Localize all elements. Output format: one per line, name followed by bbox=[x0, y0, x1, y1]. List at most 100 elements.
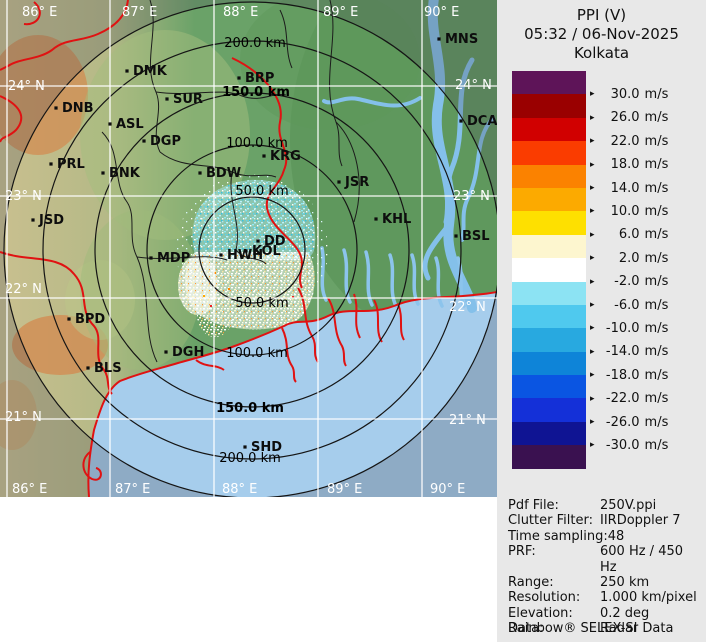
station-marker bbox=[198, 171, 202, 175]
station-marker bbox=[125, 69, 129, 73]
tick-value: 2.0 bbox=[618, 250, 640, 266]
tick-unit: m/s bbox=[644, 133, 669, 149]
radar-map-canvas: 200.0 km 150.0 km 100.0 km 50.0 km 50.0 km 10… bbox=[0, 0, 497, 497]
range-ring-label: 200.0 km bbox=[219, 451, 281, 466]
station-marker bbox=[31, 218, 35, 222]
tick-arrow-icon: ▸ bbox=[590, 253, 595, 264]
parameter-value: 600 Hz / 450 Hz bbox=[600, 544, 684, 575]
latitude-label: 24° N bbox=[455, 78, 492, 93]
parameter-row: PRF: 600 Hz / 450 Hz bbox=[508, 544, 702, 575]
legend-band bbox=[512, 351, 586, 376]
station-marker bbox=[164, 350, 168, 354]
legend-band bbox=[512, 117, 586, 142]
station-label: BSL bbox=[462, 229, 490, 244]
velocity-color-legend: ▸ 30.0 m/s ▸ 26.0 m/s ▸ 22.0 m/s ▸ 18.0 m/s ▸ 14.0 m/s… bbox=[497, 71, 706, 471]
range-ring-label: 150.0 km bbox=[222, 85, 290, 100]
legend-color-bar bbox=[512, 71, 586, 469]
tick-unit: m/s bbox=[644, 110, 669, 126]
tick-value: 10.0 bbox=[610, 203, 640, 219]
graticule bbox=[0, 0, 497, 497]
parameter-label: Range: bbox=[508, 575, 554, 591]
tick-unit: m/s bbox=[644, 414, 669, 430]
range-ring-label: 150.0 km bbox=[216, 401, 284, 416]
tick-value: -10.0 bbox=[605, 320, 640, 336]
scan-datetime: 05:32 / 06-Nov-2025 bbox=[524, 25, 679, 43]
legend-band bbox=[512, 71, 586, 95]
legend-tick: ▸ 2.0 m/s bbox=[590, 250, 668, 266]
station-marker bbox=[256, 239, 260, 243]
legend-band bbox=[512, 375, 586, 399]
legend-tick: ▸ -22.0 m/s bbox=[590, 391, 668, 407]
longitude-label: 87° E bbox=[122, 5, 157, 20]
station-label: BDW bbox=[206, 166, 241, 181]
latitude-label: 22° N bbox=[5, 282, 42, 297]
station-marker bbox=[262, 154, 266, 158]
tick-value: 6.0 bbox=[618, 227, 640, 243]
legend-tick: ▸ 22.0 m/s bbox=[590, 133, 668, 149]
latitude-label: 22° N bbox=[449, 300, 486, 315]
legend-tick: ▸ -18.0 m/s bbox=[590, 367, 668, 383]
parameter-value: 250V.ppi bbox=[600, 498, 657, 513]
range-rings bbox=[3, 1, 497, 497]
longitude-label: 90° E bbox=[424, 5, 459, 20]
parameter-row: Range: 250 km bbox=[508, 575, 702, 590]
legend-tick: ▸ 30.0 m/s bbox=[590, 86, 668, 102]
legend-band bbox=[512, 421, 586, 446]
tick-arrow-icon: ▸ bbox=[590, 440, 595, 451]
range-ring-label: 200.0 km bbox=[224, 36, 286, 51]
tick-unit: m/s bbox=[644, 344, 669, 360]
radar-station-name: Kolkata bbox=[573, 44, 630, 62]
tick-arrow-icon: ▸ bbox=[590, 136, 595, 147]
tick-arrow-icon: ▸ bbox=[590, 159, 595, 170]
legend-band bbox=[512, 211, 586, 235]
tick-arrow-icon: ▸ bbox=[590, 206, 595, 217]
station-marker bbox=[86, 366, 90, 370]
station-label: MDP bbox=[157, 251, 190, 266]
legend-band bbox=[512, 445, 586, 469]
parameter-row: Data: Radar Data bbox=[508, 621, 702, 636]
station-marker bbox=[54, 106, 58, 110]
longitude-label: 89° E bbox=[327, 482, 362, 497]
station-marker bbox=[101, 171, 105, 175]
station-label: BNK bbox=[109, 166, 141, 181]
range-ring bbox=[42, 40, 462, 460]
station-label: DGH bbox=[172, 345, 204, 360]
legend-tick: ▸ -30.0 m/s bbox=[590, 437, 668, 453]
sea-bay-of-bengal bbox=[88, 292, 497, 497]
legend-band bbox=[512, 304, 586, 329]
longitude-label: 88° E bbox=[222, 482, 257, 497]
legend-band bbox=[512, 187, 586, 212]
tick-arrow-icon: ▸ bbox=[590, 370, 595, 381]
tick-arrow-icon: ▸ bbox=[590, 323, 595, 334]
legend-band bbox=[512, 94, 586, 118]
tick-arrow-icon: ▸ bbox=[590, 300, 595, 310]
station-marker bbox=[149, 256, 153, 260]
legend-tick: ▸ -26.0 m/s bbox=[590, 414, 668, 430]
station-marker bbox=[142, 139, 146, 143]
tick-value: 30.0 bbox=[610, 86, 640, 102]
software-branding: Rainbow® SELEX-SI bbox=[508, 621, 638, 636]
parameter-label: Time sampling: bbox=[508, 528, 608, 544]
tick-arrow-icon: ▸ bbox=[590, 112, 595, 123]
longitude-label: 90° E bbox=[430, 482, 465, 497]
tick-unit: m/s bbox=[644, 367, 669, 383]
tick-value: -26.0 bbox=[605, 414, 640, 430]
latitude-label: 21° N bbox=[449, 413, 486, 428]
station-label: DGP bbox=[150, 134, 181, 149]
legend-tick: ▸ -10.0 m/s bbox=[590, 320, 668, 336]
tick-unit: m/s bbox=[644, 180, 669, 196]
tick-value: -18.0 bbox=[605, 367, 640, 383]
legend-band bbox=[512, 258, 586, 282]
tick-unit: m/s bbox=[644, 227, 669, 243]
out-of-range-overlay bbox=[0, 0, 497, 497]
tick-unit: m/s bbox=[644, 157, 669, 173]
district-boundaries bbox=[101, 0, 360, 363]
map-labels: 200.0 km 150.0 km 100.0 km 50.0 km 50.0 km 10… bbox=[5, 5, 497, 497]
tick-unit: m/s bbox=[644, 250, 669, 266]
tick-value: -14.0 bbox=[605, 344, 640, 360]
radar-ppi-map: 200.0 km 150.0 km 100.0 km 50.0 km 50.0 km 10… bbox=[0, 0, 497, 497]
parameter-row: Time sampling: 48 bbox=[508, 529, 702, 544]
tick-arrow-icon: ▸ bbox=[590, 89, 595, 100]
range-ring-label: 100.0 km bbox=[226, 136, 288, 151]
station-label: SHD bbox=[251, 440, 282, 455]
